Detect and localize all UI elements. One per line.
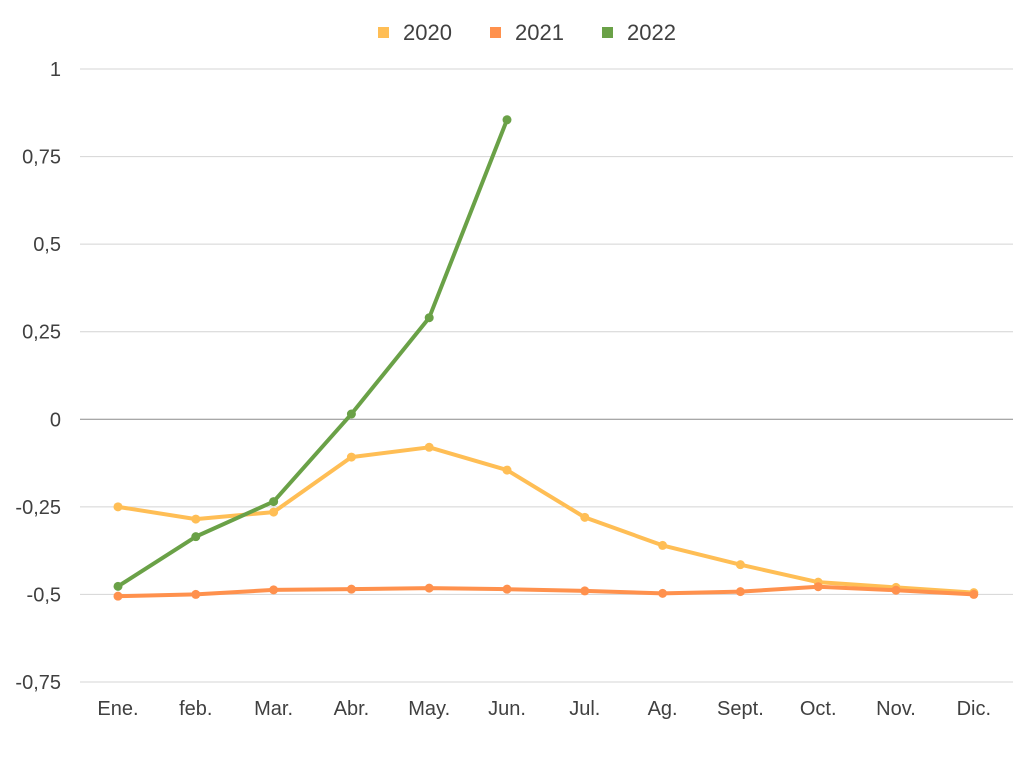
legend-label: 2022 [627, 20, 676, 45]
x-tick-label: Ag. [648, 698, 678, 720]
y-axis: 1 0,75 0,5 0,25 0 -0,25 -0,5 -0,75 [15, 59, 61, 694]
data-point [346, 409, 356, 419]
data-point [580, 586, 590, 596]
x-tick-label: Jun. [488, 698, 526, 720]
data-point [424, 442, 434, 452]
x-tick-label: Nov. [876, 698, 916, 720]
data-point [502, 465, 512, 475]
series-line [116, 584, 976, 599]
data-point [346, 452, 356, 462]
data-point [813, 582, 823, 592]
x-tick-label: feb. [179, 698, 212, 720]
data-point [580, 512, 590, 522]
legend-item: 2020 [378, 20, 452, 45]
y-tick-label: 0 [50, 409, 61, 431]
series-2022 [113, 115, 512, 591]
data-point [424, 583, 434, 593]
y-tick-label: -0,5 [27, 584, 61, 606]
y-tick-label: -0,75 [15, 672, 61, 694]
x-tick-label: Mar. [254, 698, 293, 720]
data-point [735, 560, 745, 570]
legend-item: 2021 [490, 20, 564, 45]
y-tick-label: 0,75 [22, 147, 61, 169]
data-point [658, 540, 668, 550]
data-point [269, 497, 279, 507]
legend-item: 2022 [602, 20, 676, 45]
y-tick-label: -0,25 [15, 497, 61, 519]
x-tick-label: Oct. [800, 698, 837, 720]
data-point [269, 507, 279, 517]
legend-label: 2020 [403, 20, 452, 45]
data-point [424, 313, 434, 323]
data-point [191, 532, 201, 542]
series-line [116, 117, 509, 589]
x-tick-label: May. [408, 698, 450, 720]
series-2020 [113, 442, 979, 598]
chart-grid [80, 68, 1013, 683]
legend-label: 2021 [515, 20, 564, 45]
y-tick-label: 0,5 [33, 234, 61, 256]
chart-legend: 2020 2021 2022 [378, 20, 676, 45]
legend-swatch [602, 27, 613, 38]
x-tick-label: Dic. [957, 698, 991, 720]
data-point [269, 585, 279, 595]
chart-series [113, 115, 979, 601]
series-2021 [113, 582, 979, 601]
data-point [191, 589, 201, 599]
legend-swatch [378, 27, 389, 38]
data-point [891, 585, 901, 595]
data-point [346, 584, 356, 594]
data-point [113, 502, 123, 512]
data-point [191, 514, 201, 524]
series-line [116, 445, 976, 595]
data-point [735, 587, 745, 597]
data-point [113, 581, 123, 591]
data-point [502, 115, 512, 125]
x-tick-label: Ene. [97, 698, 138, 720]
y-tick-label: 1 [50, 59, 61, 81]
data-point [969, 589, 979, 599]
x-tick-label: Abr. [334, 698, 370, 720]
data-point [502, 584, 512, 594]
legend-swatch [490, 27, 501, 38]
y-tick-label: 0,25 [22, 322, 61, 344]
x-tick-label: Sept. [717, 698, 764, 720]
x-tick-label: Jul. [569, 698, 600, 720]
data-point [113, 591, 123, 601]
x-axis: Ene. feb. Mar. Abr. May. Jun. Jul. Ag. Sept. Oct.… [97, 698, 991, 720]
data-point [658, 588, 668, 598]
